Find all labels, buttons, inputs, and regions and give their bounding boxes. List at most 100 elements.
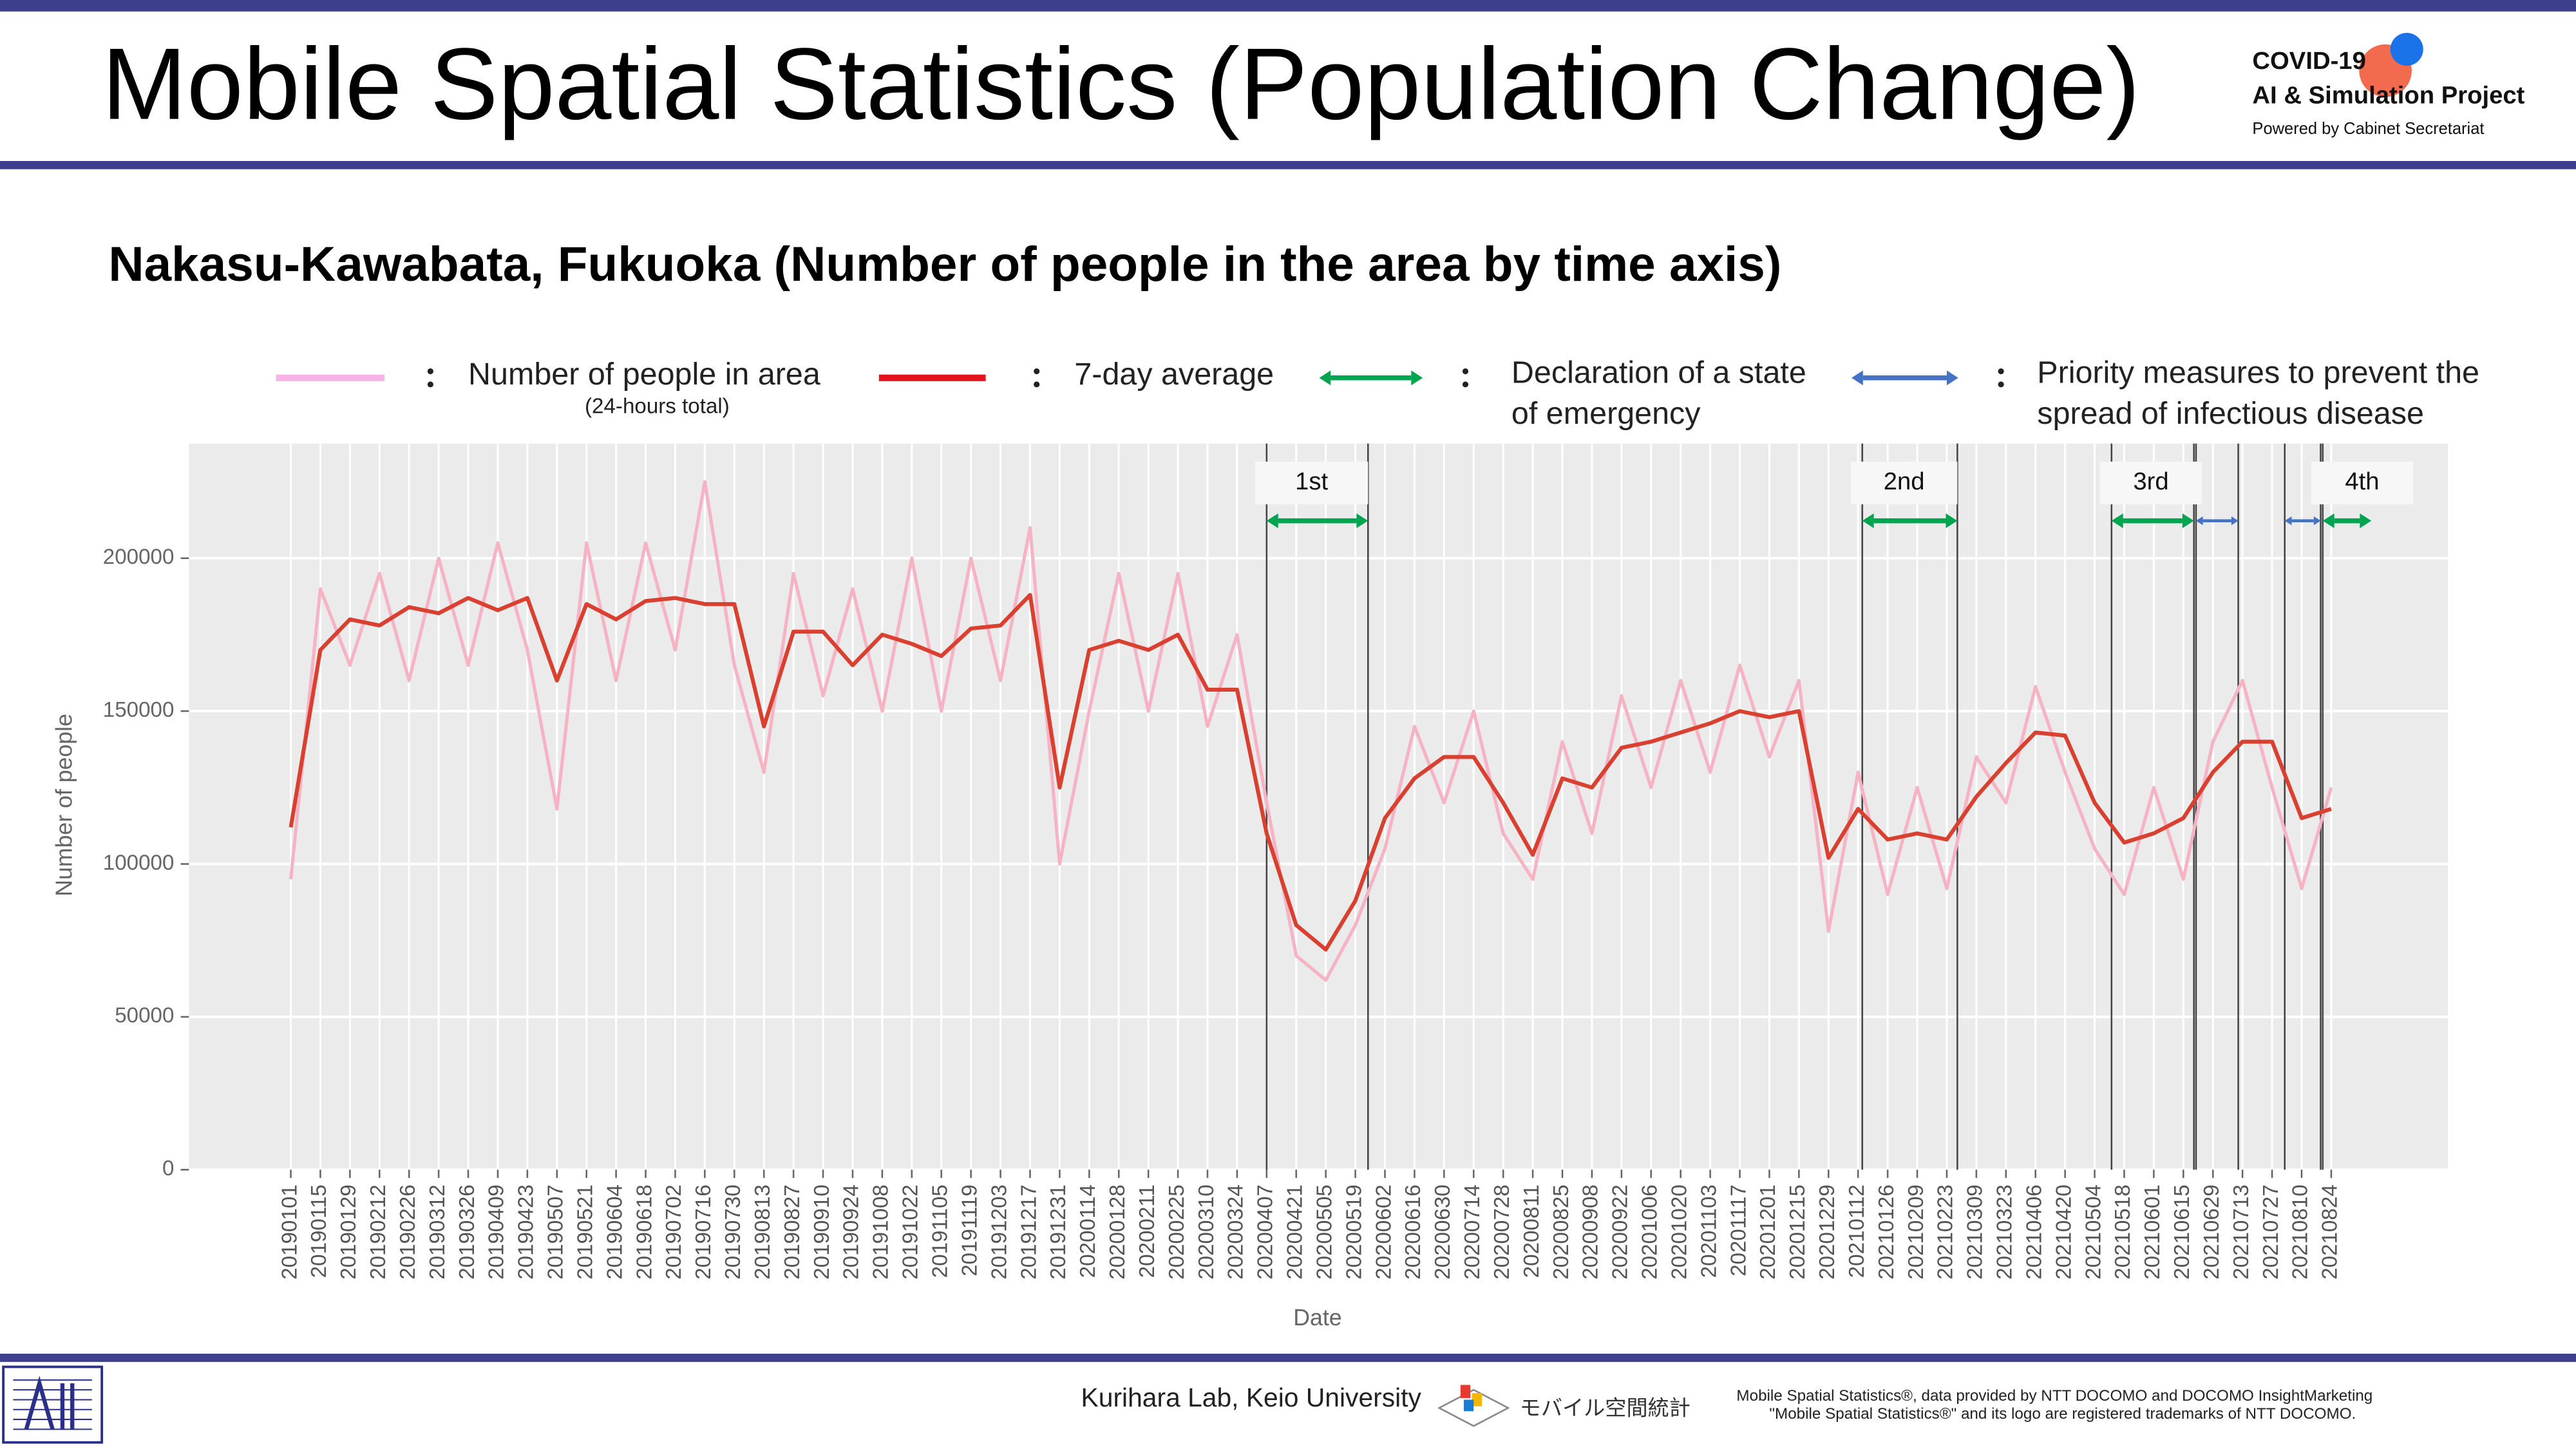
top-bar: [0, 0, 2576, 12]
x-tick-label: 20210223: [1934, 1184, 1958, 1280]
x-tick-label: 20210209: [1904, 1184, 1928, 1280]
event-label-box: [2099, 461, 2202, 505]
x-tick-label: 20190716: [692, 1184, 715, 1280]
event-label: 1st: [1295, 468, 1328, 495]
event-label-box: [1255, 461, 1368, 505]
x-tick-label: 20200128: [1106, 1184, 1130, 1280]
lab-logo-lines: [13, 1379, 92, 1430]
arrow-head: [1852, 370, 1863, 386]
x-tick-label: 20210406: [2022, 1184, 2046, 1280]
x-tick-label: 20200630: [1431, 1184, 1455, 1280]
x-tick-label: 20210824: [2318, 1184, 2342, 1280]
event-label: 2nd: [1884, 468, 1925, 495]
x-tick-label: 20190312: [426, 1184, 450, 1280]
x-tick-label: 20190618: [632, 1184, 656, 1280]
arrow-head: [2360, 513, 2372, 529]
y-tick-label: 100000: [103, 851, 175, 875]
x-tick-label: 20210323: [1993, 1184, 2017, 1280]
y-tick-label: 150000: [103, 698, 175, 722]
brand-logo: [1437, 1385, 1510, 1427]
legend-colon-dot: [1462, 368, 1469, 375]
x-tick-label: 20210601: [2141, 1184, 2164, 1280]
x-tick-label: 20200908: [1579, 1184, 1603, 1280]
arrow-head: [1319, 370, 1331, 386]
x-tick-label: 20190604: [603, 1184, 627, 1280]
x-tick-label: 20210727: [2259, 1184, 2283, 1280]
lab-name: Kurihara Lab, Keio University: [1081, 1383, 1422, 1412]
period-arrow: [1266, 513, 1368, 529]
x-tick-label: 20190813: [751, 1184, 775, 1280]
arrow-head: [1411, 370, 1423, 386]
period-arrow: [2111, 513, 2194, 529]
event-label: 4th: [2345, 468, 2379, 495]
period-arrow: [2284, 516, 2321, 526]
x-tick-label: 20190101: [278, 1184, 301, 1280]
x-tick-label: 20190423: [515, 1184, 538, 1280]
x-tick-label: 20210420: [2052, 1184, 2076, 1280]
y-tick-label: 0: [162, 1157, 174, 1180]
x-tick-label: 20210309: [1964, 1184, 1987, 1280]
x-tick-label: 20210629: [2200, 1184, 2224, 1280]
x-tick-label: 20191119: [958, 1184, 981, 1276]
x-tick-label: 20190924: [840, 1184, 864, 1280]
arrow-head: [1946, 370, 1958, 386]
header-rule: [0, 161, 2576, 169]
subtitle: Nakasu-Kawabata, Fukuoka (Number of peop…: [108, 237, 1781, 292]
credit: "Mobile Spatial Statistics®" and its log…: [1769, 1405, 2356, 1423]
x-tick-label: 20200310: [1195, 1184, 1218, 1280]
legend-label: Priority measures to prevent the: [2037, 355, 2479, 390]
logo-dot: [2390, 33, 2423, 66]
logo-text: AI & Simulation Project: [2252, 82, 2524, 109]
y-tick-label: 50000: [115, 1004, 174, 1028]
legend-colon-dot: [1034, 368, 1040, 375]
x-tick-label: 20191008: [869, 1184, 893, 1280]
arrow-head: [1266, 513, 1278, 529]
x-tick-label: 20210810: [2289, 1184, 2313, 1280]
logo-text: Powered by Cabinet Secretariat: [2252, 120, 2484, 138]
x-tick-label: 20190115: [307, 1184, 331, 1278]
x-tick-label: 20190702: [662, 1184, 686, 1280]
x-tick-label: 20190730: [721, 1184, 745, 1280]
period-arrow: [1319, 370, 1423, 386]
credit: Mobile Spatial Statistics®, data provide…: [1736, 1387, 2372, 1405]
legend-colon-dot: [1998, 368, 2004, 375]
x-tick-label: 20200324: [1224, 1184, 1248, 1280]
lab-logo-mark: [24, 1376, 75, 1430]
x-tick-label: 20200407: [1254, 1184, 1278, 1280]
x-tick-label: 20191203: [987, 1184, 1011, 1280]
arrow-head: [1356, 513, 1368, 529]
x-tick-label: 20201229: [1815, 1184, 1839, 1280]
x-tick-label: 20200602: [1372, 1184, 1396, 1280]
brand-name: モバイル空間統計: [1520, 1397, 1690, 1421]
x-tick-label: 20191022: [899, 1184, 923, 1280]
x-tick-label: 20200825: [1549, 1184, 1573, 1280]
legend-note: (24-hours total): [585, 394, 730, 418]
series-line: [289, 592, 2332, 952]
x-tick-label: 20200114: [1076, 1184, 1100, 1278]
legend-label: Number of people in area: [468, 357, 820, 392]
legend-colon-dot: [427, 368, 433, 375]
x-tick-label: 20200211: [1135, 1184, 1159, 1278]
x-tick-label: 20210126: [1875, 1184, 1899, 1280]
plot-background: [189, 443, 2448, 1170]
legend-colon-dot: [1998, 381, 2004, 388]
x-tick-label: 20190129: [337, 1184, 361, 1280]
x-tick-label: 20210615: [2170, 1184, 2194, 1280]
x-tick-label: 20190827: [781, 1184, 804, 1280]
legend-colon-dot: [1462, 381, 1469, 388]
legend-label: Declaration of a state: [1511, 355, 1806, 390]
x-tick-label: 20191217: [1017, 1184, 1041, 1280]
chart: Number of people Date 0 50000 100000 150000…: [51, 355, 2479, 1330]
legend-colon-dot: [1034, 381, 1040, 388]
legend-label: 7-day average: [1074, 357, 1274, 392]
arrow-head: [2195, 516, 2203, 526]
arrow-head: [2182, 513, 2194, 529]
logo-text: COVID-19: [2252, 47, 2365, 75]
period-arrow: [1852, 370, 1958, 386]
x-tick-label: 20200714: [1461, 1184, 1484, 1280]
legend-label: spread of infectious disease: [2037, 396, 2424, 431]
event-label: 3rd: [2133, 468, 2168, 495]
x-tick-label: 20201103: [1697, 1184, 1721, 1278]
